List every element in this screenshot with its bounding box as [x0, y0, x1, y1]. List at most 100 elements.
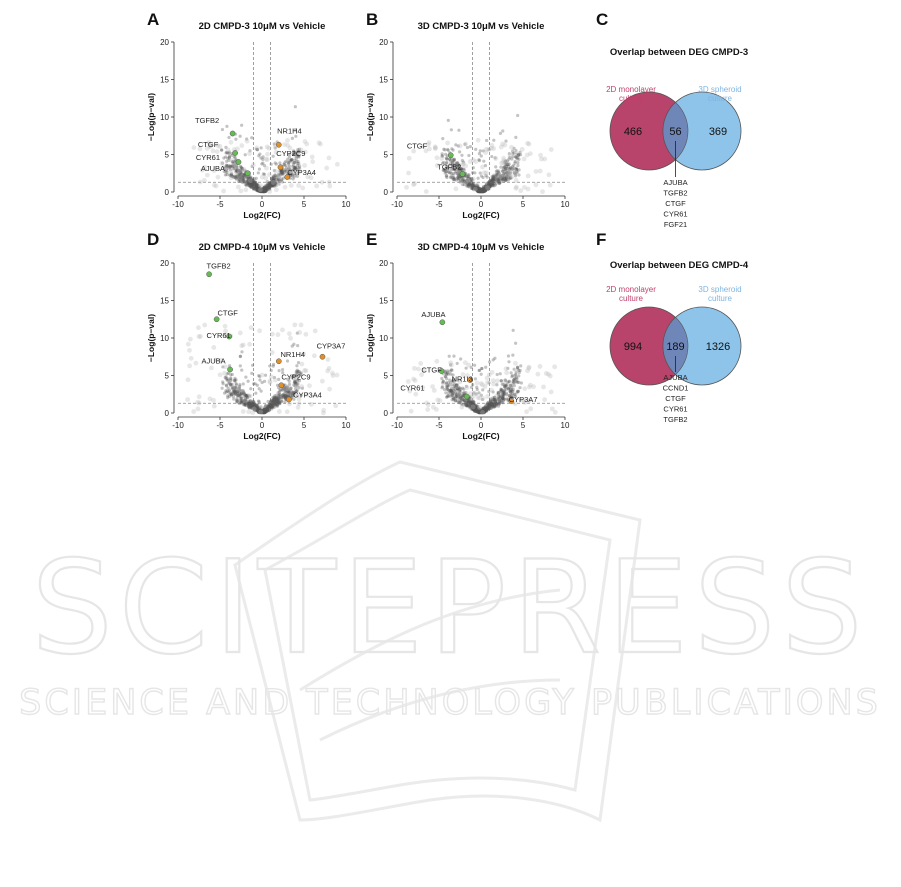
gene-point [258, 189, 263, 194]
gene-point [274, 177, 278, 182]
gene-point [256, 188, 260, 192]
gene-point [297, 166, 301, 170]
gene-point [266, 183, 270, 187]
gene-point [266, 186, 270, 191]
gene-point [290, 174, 295, 178]
gene-point [270, 177, 274, 181]
gene-point [229, 164, 233, 168]
gene-point [246, 179, 251, 183]
gene-point [255, 187, 260, 191]
gene-point [234, 169, 239, 173]
gene-point [260, 190, 264, 194]
gene-point [272, 183, 276, 187]
gene-point [238, 179, 243, 184]
gene-point [265, 180, 270, 184]
gene-point [231, 160, 235, 164]
gene-point [290, 136, 294, 140]
y-tick-label: 5 [165, 151, 170, 160]
gene-point [257, 188, 262, 193]
gene-point [257, 187, 261, 191]
gene-point [259, 146, 263, 150]
gene-point [255, 188, 260, 192]
gene-point [289, 170, 293, 174]
gene-point [272, 182, 276, 187]
gene-point [258, 189, 262, 193]
gene-point [254, 176, 258, 181]
gene-point [272, 183, 276, 188]
gene-point [270, 184, 274, 188]
gene-point [255, 187, 259, 191]
x-tick-label: -5 [216, 200, 224, 209]
gene-point [261, 187, 265, 191]
gene-point [240, 167, 245, 171]
gene-point [272, 177, 276, 181]
gene-point [277, 178, 281, 182]
gene-point [262, 188, 266, 192]
gene-point [293, 166, 297, 170]
gene-point [262, 185, 266, 190]
gene-point [274, 180, 278, 185]
gene-point [292, 161, 296, 165]
gene-point [254, 185, 259, 189]
gene-point [240, 175, 245, 179]
gene-point [260, 189, 264, 193]
gene-point [254, 184, 258, 188]
gene-point [237, 171, 241, 175]
gene-point [249, 183, 253, 187]
gene-point [259, 186, 263, 190]
gene-point [283, 170, 287, 175]
gene-point [230, 174, 235, 178]
gene-point [273, 161, 277, 165]
watermark-sub-text: SCIENCE AND TECHNOLOGY PUBLICATIONS [19, 683, 881, 723]
gene-point [238, 174, 242, 178]
gene-point [272, 176, 277, 180]
gene-point [247, 180, 252, 185]
gene-point [245, 137, 249, 141]
gene-point [252, 187, 256, 191]
gene-point [273, 146, 277, 150]
gene-point [269, 182, 273, 187]
gene-point [279, 178, 284, 182]
gene-point [297, 169, 301, 173]
gene-point [268, 184, 272, 188]
gene-point [251, 184, 255, 188]
gene-point [292, 167, 296, 172]
gene-point [268, 182, 272, 187]
gene-point [264, 186, 269, 190]
gene-point [261, 161, 265, 165]
gene-point [255, 185, 259, 189]
gene-point [263, 190, 267, 194]
gene-point [236, 168, 241, 172]
gene-point [260, 188, 264, 192]
gene-point [257, 188, 261, 193]
gene-point [243, 153, 247, 157]
gene-point [241, 179, 245, 183]
gene-point [246, 179, 250, 183]
gene-point [276, 177, 281, 181]
gene-point [272, 179, 276, 183]
gene-point [237, 173, 241, 177]
gene-point [265, 187, 269, 191]
gene-point [247, 181, 251, 186]
gene-point [235, 168, 239, 172]
gene-point [256, 188, 261, 192]
gene-point [247, 176, 251, 180]
gene-point [256, 187, 260, 191]
gene-point [262, 189, 266, 193]
gene-point [253, 182, 257, 186]
gene-point [234, 177, 239, 181]
gene-point [262, 189, 266, 193]
gene-point [240, 176, 244, 180]
watermark-main-text: SCITEPRESS [32, 534, 869, 683]
gene-point [296, 159, 300, 164]
gene-point [274, 182, 278, 186]
gene-point [271, 181, 276, 185]
gene-point [226, 166, 230, 171]
gene-point [250, 181, 254, 185]
gene-point [230, 164, 234, 168]
gene-point [225, 172, 229, 177]
gene-point [238, 179, 242, 183]
gene-point [269, 182, 274, 186]
gene-point [271, 176, 275, 180]
gene-point [268, 183, 272, 187]
